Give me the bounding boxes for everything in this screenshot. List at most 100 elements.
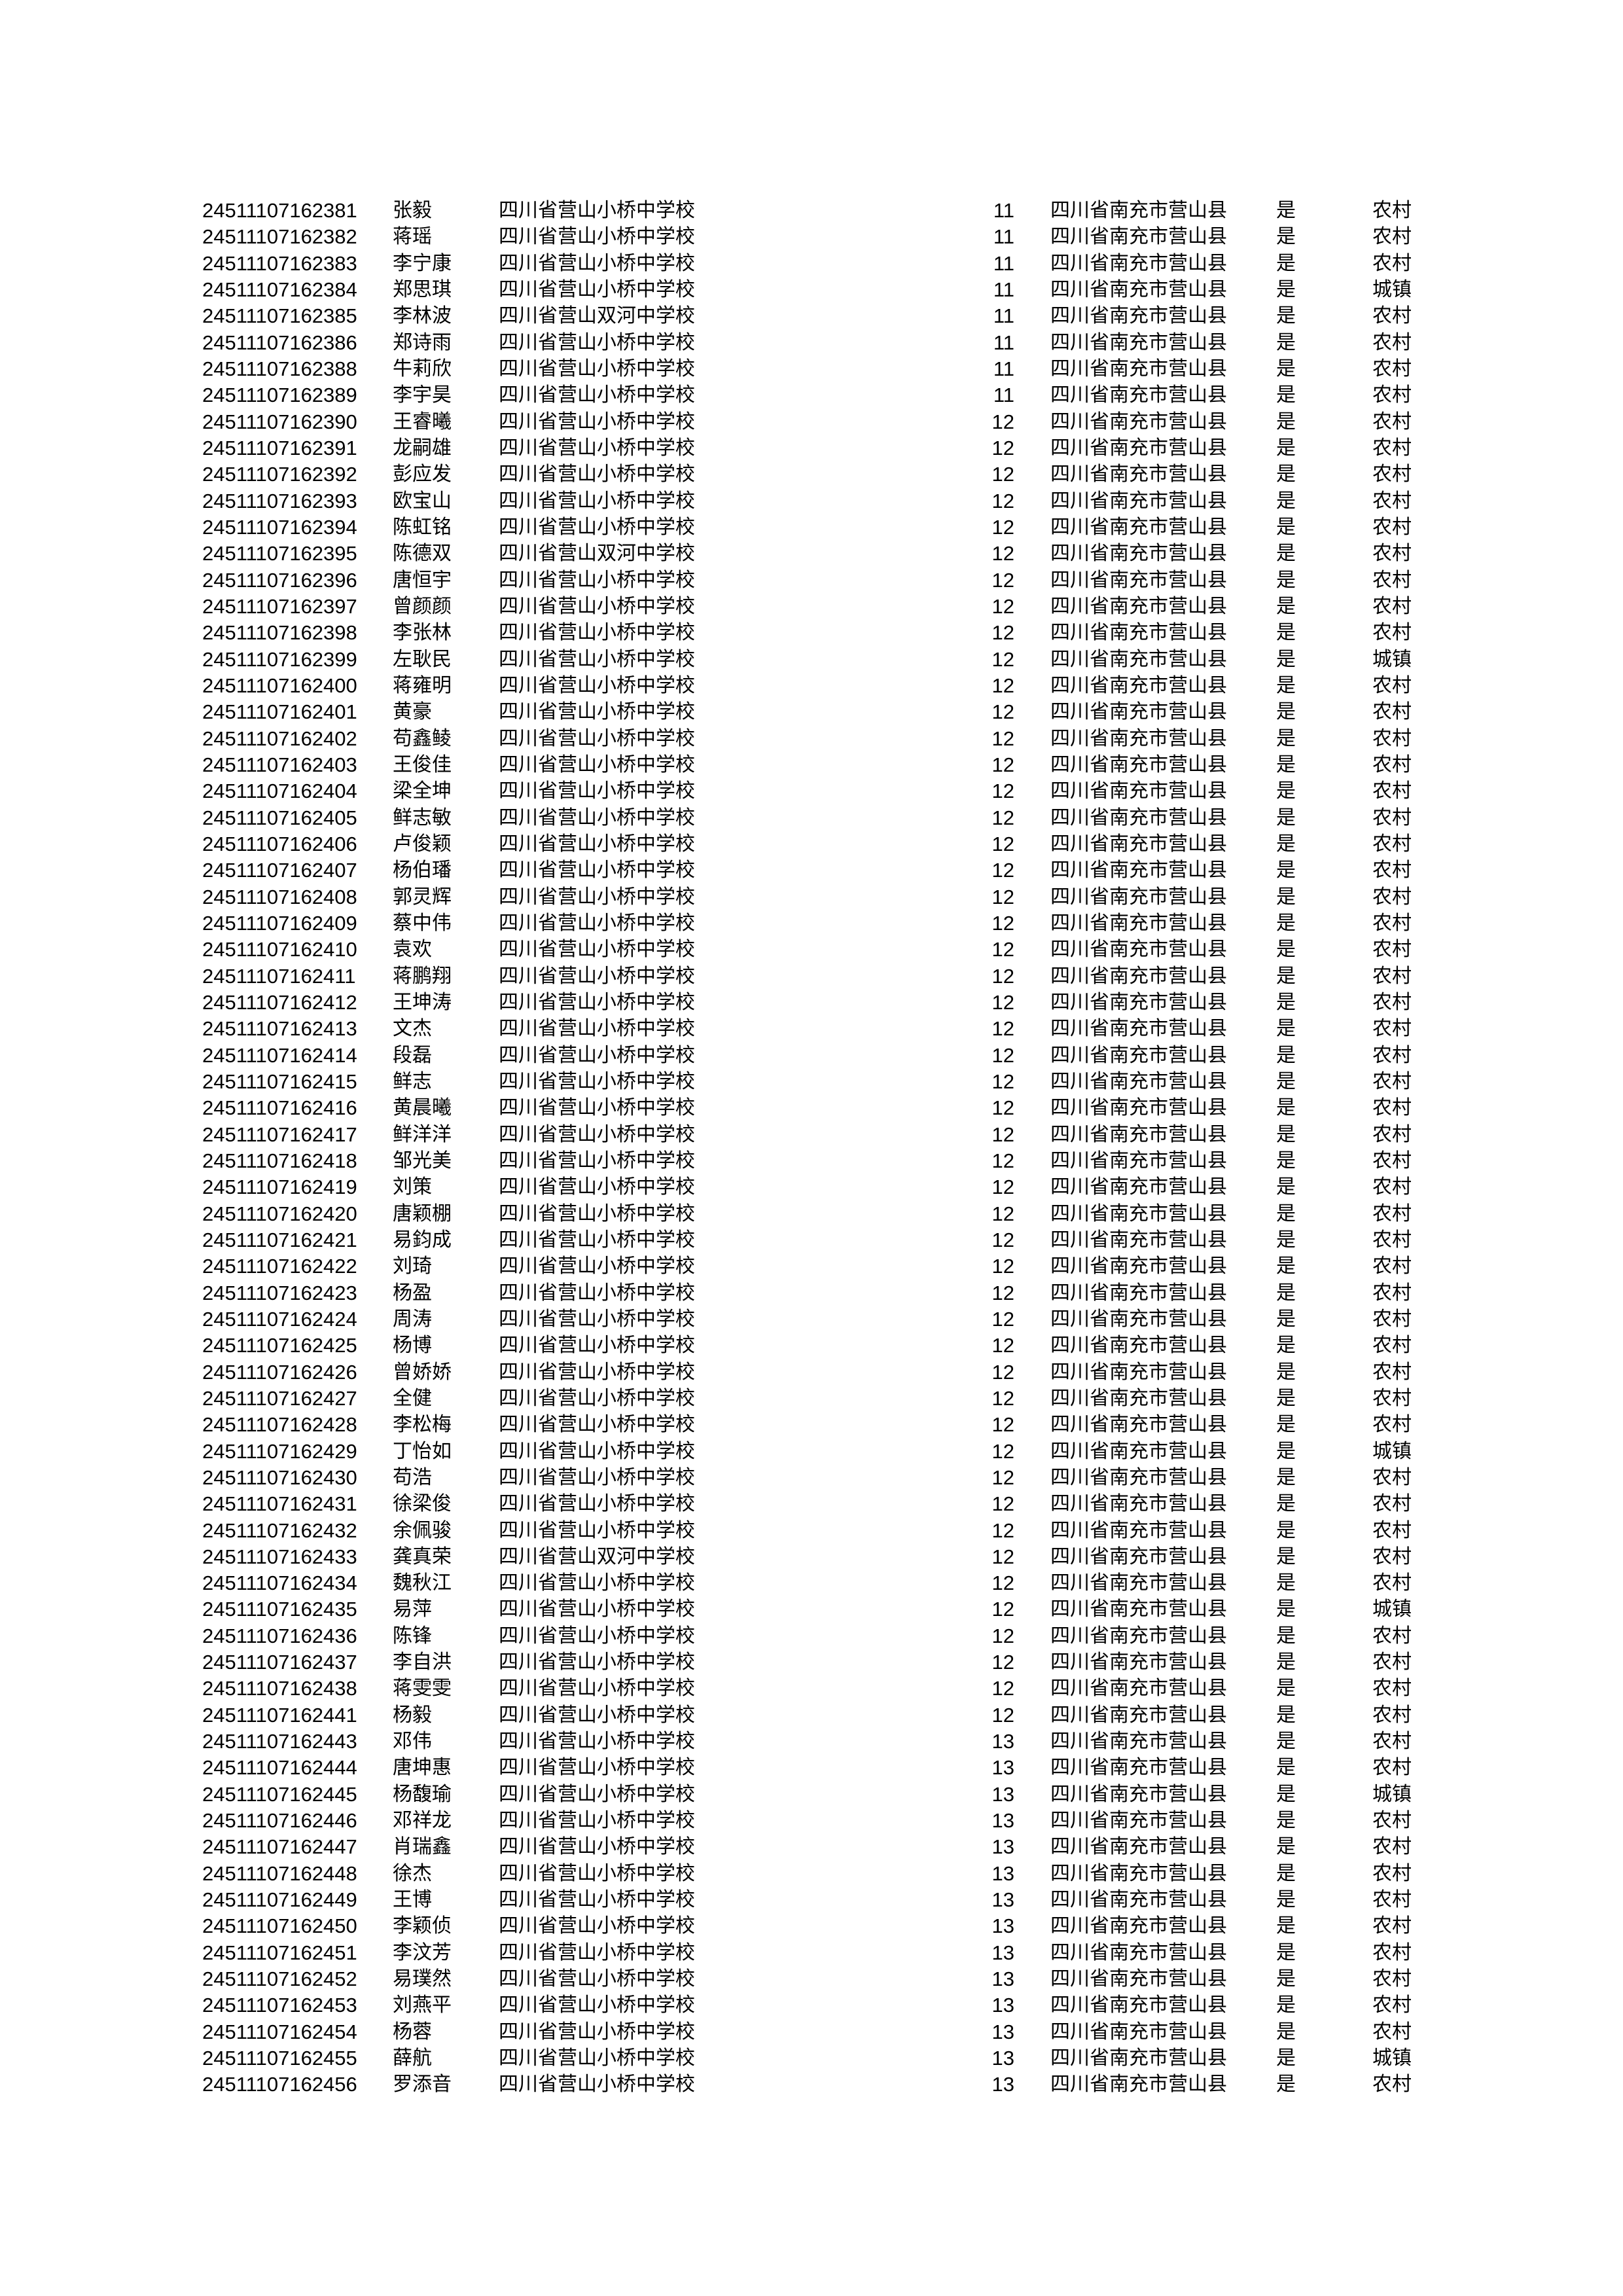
table-row: 24511107162454 杨蓉 四川省营山小桥中学校 13 四川省南充市营山县 是 农村 xyxy=(0,2019,1623,2045)
address-cell: 四川省南充市营山县 xyxy=(1050,516,1227,538)
grade-cell: 12 xyxy=(991,1703,1014,1727)
school-name-cell: 四川省营山小桥中学校 xyxy=(499,1889,695,1911)
table-row: 24511107162430 苟浩 四川省营山小桥中学校 12 四川省南充市营山县 是 农村 xyxy=(0,1465,1623,1491)
flag-cell: 是 xyxy=(1276,1255,1296,1278)
grade-cell: 11 xyxy=(993,331,1014,354)
flag-cell: 是 xyxy=(1276,2020,1296,2043)
flag-cell: 是 xyxy=(1276,1229,1296,1251)
table-row: 24511107162451 李汶芳 四川省营山小桥中学校 13 四川省南充市营山县 是 农… xyxy=(0,1940,1623,1966)
student-name-cell: 龙嗣雄 xyxy=(393,437,452,459)
table-row: 24511107162396 唐恒宇 四川省营山小桥中学校 12 四川省南充市营山县 是 农… xyxy=(0,567,1623,594)
table-row: 24511107162432 余佩骏 四川省营山小桥中学校 12 四川省南充市营山县 是 农… xyxy=(0,1518,1623,1544)
student-id-cell: 24511107162395 xyxy=(202,542,357,565)
school-name-cell: 四川省营山小桥中学校 xyxy=(499,1387,695,1409)
address-cell: 四川省南充市营山县 xyxy=(1050,1941,1227,1964)
student-id-cell: 24511107162399 xyxy=(202,647,357,671)
table-row: 24511107162401 黄豪 四川省营山小桥中学校 12 四川省南充市营山县 是 农村 xyxy=(0,699,1623,725)
student-id-cell: 24511107162418 xyxy=(202,1149,357,1172)
address-cell: 四川省南充市营山县 xyxy=(1050,1862,1227,1884)
table-row: 24511107162409 蔡中伟 四川省营山小桥中学校 12 四川省南充市营山县 是 农… xyxy=(0,910,1623,937)
flag-cell: 是 xyxy=(1276,1387,1296,1409)
student-id-cell: 24511107162401 xyxy=(202,700,357,724)
student-name-cell: 余佩骏 xyxy=(393,1519,452,1541)
student-id-cell: 24511107162383 xyxy=(202,251,357,275)
table-row: 24511107162425 杨博 四川省营山小桥中学校 12 四川省南充市营山县 是 农村 xyxy=(0,1333,1623,1359)
student-id-cell: 24511107162420 xyxy=(202,1202,357,1225)
table-row: 24511107162449 王博 四川省营山小桥中学校 13 四川省南充市营山县 是 农村 xyxy=(0,1887,1623,1913)
grade-cell: 12 xyxy=(991,885,1014,908)
table-row: 24511107162393 欧宝山 四川省营山小桥中学校 12 四川省南充市营山县 是 农… xyxy=(0,488,1623,514)
grade-cell: 11 xyxy=(993,225,1014,249)
grade-cell: 12 xyxy=(991,1175,1014,1199)
student-id-cell: 24511107162394 xyxy=(202,515,357,539)
grade-cell: 12 xyxy=(991,780,1014,803)
area-type-cell: 城镇 xyxy=(1372,2047,1412,2070)
flag-cell: 是 xyxy=(1276,200,1296,221)
flag-cell: 是 xyxy=(1276,410,1296,433)
grade-cell: 12 xyxy=(991,647,1014,671)
area-type-cell: 农村 xyxy=(1372,1229,1412,1251)
area-type-cell: 农村 xyxy=(1372,2020,1412,2043)
flag-cell: 是 xyxy=(1276,886,1296,908)
address-cell: 四川省南充市营山县 xyxy=(1050,622,1227,644)
student-name-cell: 周涛 xyxy=(393,1308,432,1330)
area-type-cell: 农村 xyxy=(1372,331,1412,353)
address-cell: 四川省南充市营山县 xyxy=(1050,1704,1227,1726)
flag-cell: 是 xyxy=(1276,1044,1296,1066)
table-row: 24511107162431 徐梁俊 四川省营山小桥中学校 12 四川省南充市营山县 是 农… xyxy=(0,1491,1623,1517)
address-cell: 四川省南充市营山县 xyxy=(1050,1097,1227,1119)
student-id-cell: 24511107162391 xyxy=(202,436,357,459)
school-name-cell: 四川省营山小桥中学校 xyxy=(499,437,695,459)
grade-cell: 11 xyxy=(993,251,1014,275)
student-id-cell: 24511107162405 xyxy=(202,806,357,829)
student-name-cell: 刘策 xyxy=(393,1176,432,1198)
address-cell: 四川省南充市营山县 xyxy=(1050,278,1227,300)
table-row: 24511107162382 蒋瑶 四川省营山小桥中学校 11 四川省南充市营山县 是 农村 xyxy=(0,224,1623,250)
area-type-cell: 农村 xyxy=(1372,1414,1412,1436)
school-name-cell: 四川省营山小桥中学校 xyxy=(499,622,695,644)
grade-cell: 12 xyxy=(991,1096,1014,1120)
grade-cell: 13 xyxy=(991,2047,1014,2070)
grade-cell: 12 xyxy=(991,700,1014,724)
address-cell: 四川省南充市营山县 xyxy=(1050,1572,1227,1594)
table-row: 24511107162445 杨馥瑜 四川省营山小桥中学校 13 四川省南充市营山县 是 城… xyxy=(0,1782,1623,1808)
table-row: 24511107162443 邓伟 四川省营山小桥中学校 13 四川省南充市营山县 是 农村 xyxy=(0,1729,1623,1755)
school-name-cell: 四川省营山小桥中学校 xyxy=(499,490,695,512)
school-name-cell: 四川省营山小桥中学校 xyxy=(499,1624,695,1647)
table-row: 24511107162410 袁欢 四川省营山小桥中学校 12 四川省南充市营山县 是 农村 xyxy=(0,937,1623,963)
area-type-cell: 农村 xyxy=(1372,622,1412,644)
table-row: 24511107162446 邓祥龙 四川省营山小桥中学校 13 四川省南充市营山县 是 农… xyxy=(0,1808,1623,1834)
area-type-cell: 农村 xyxy=(1372,1519,1412,1541)
school-name-cell: 四川省营山小桥中学校 xyxy=(499,1704,695,1726)
student-name-cell: 李宁康 xyxy=(393,252,452,274)
grade-cell: 12 xyxy=(991,1386,1014,1410)
school-name-cell: 四川省营山小桥中学校 xyxy=(499,1308,695,1330)
student-name-cell: 易萍 xyxy=(393,1598,432,1621)
student-name-cell: 王博 xyxy=(393,1889,432,1911)
student-id-cell: 24511107162414 xyxy=(202,1043,357,1067)
school-name-cell: 四川省营山小桥中学校 xyxy=(499,1968,695,1990)
table-row: 24511107162407 杨伯璠 四川省营山小桥中学校 12 四川省南充市营山县 是 农… xyxy=(0,857,1623,884)
table-row: 24511107162417 鲜洋洋 四川省营山小桥中学校 12 四川省南充市营山县 是 农… xyxy=(0,1122,1623,1148)
address-cell: 四川省南充市营山县 xyxy=(1050,490,1227,512)
flag-cell: 是 xyxy=(1276,543,1296,565)
address-cell: 四川省南充市营山县 xyxy=(1050,200,1227,221)
grade-cell: 13 xyxy=(991,2020,1014,2043)
flag-cell: 是 xyxy=(1276,226,1296,248)
flag-cell: 是 xyxy=(1276,437,1296,459)
address-cell: 四川省南充市营山县 xyxy=(1050,1255,1227,1278)
grade-cell: 11 xyxy=(993,278,1014,301)
address-cell: 四川省南充市营山县 xyxy=(1050,1440,1227,1462)
flag-cell: 是 xyxy=(1276,701,1296,723)
grade-cell: 12 xyxy=(991,1334,1014,1357)
student-id-cell: 24511107162408 xyxy=(202,885,357,908)
grade-cell: 12 xyxy=(991,1651,1014,1674)
table-row: 24511107162397 曾颜颜 四川省营山小桥中学校 12 四川省南充市营山县 是 农… xyxy=(0,594,1623,620)
student-name-cell: 梁全坤 xyxy=(393,780,452,802)
address-cell: 四川省南充市营山县 xyxy=(1050,2073,1227,2096)
student-name-cell: 邹光美 xyxy=(393,1149,452,1172)
address-cell: 四川省南充市营山县 xyxy=(1050,674,1227,696)
flag-cell: 是 xyxy=(1276,965,1296,987)
table-row: 24511107162412 王坤涛 四川省营山小桥中学校 12 四川省南充市营山县 是 农… xyxy=(0,990,1623,1016)
student-id-cell: 24511107162421 xyxy=(202,1228,357,1251)
